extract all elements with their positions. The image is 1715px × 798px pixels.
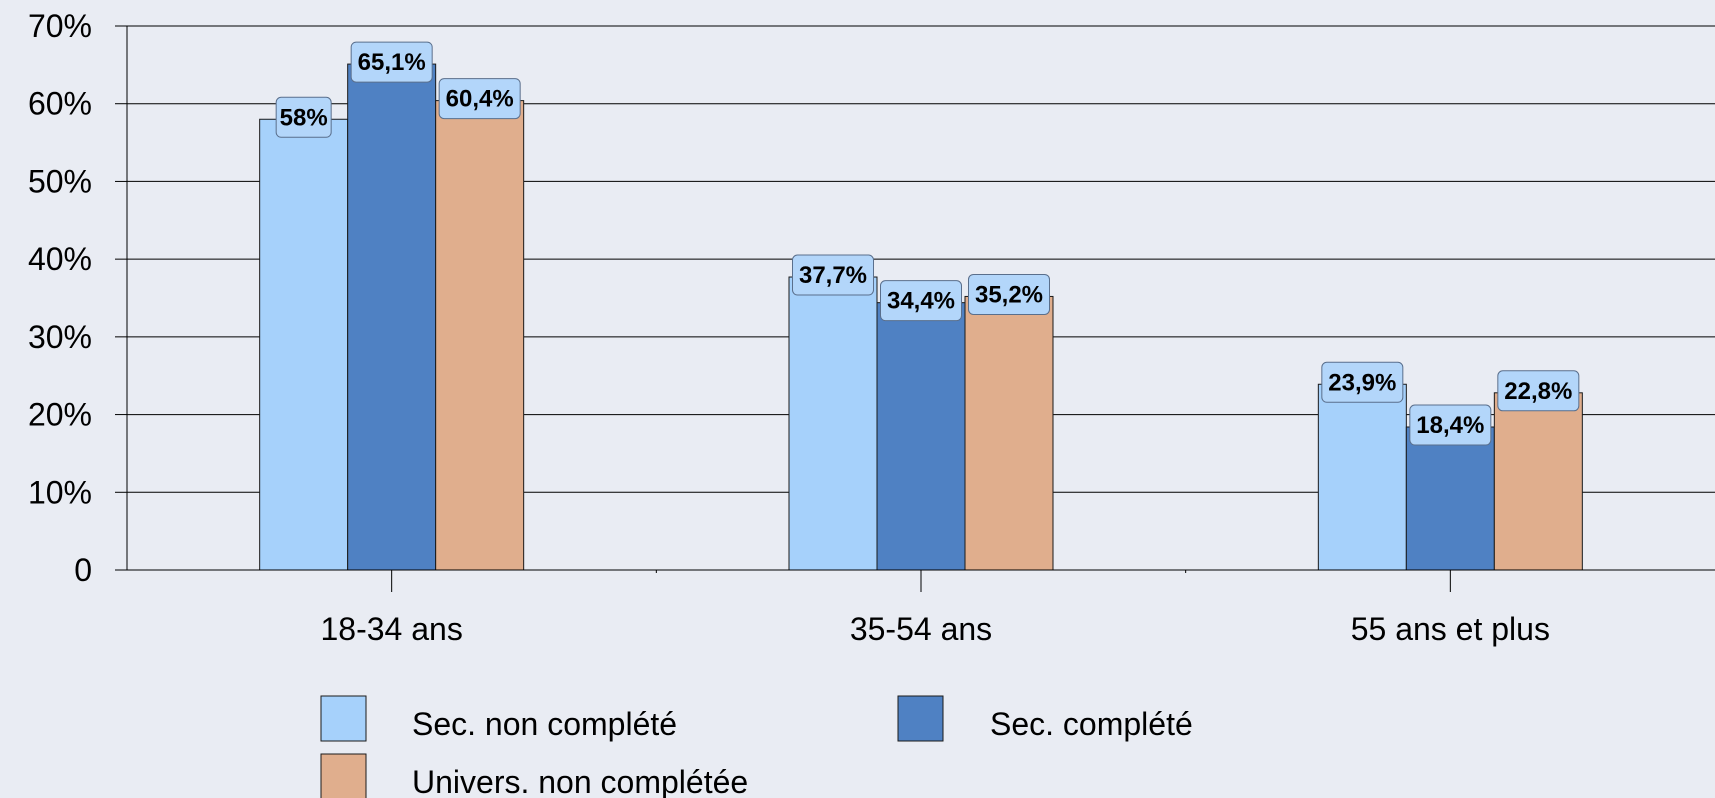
y-tick-label: 70% bbox=[28, 8, 92, 44]
y-tick-label: 40% bbox=[28, 241, 92, 277]
data-label: 37,7% bbox=[799, 262, 867, 289]
data-label: 22,8% bbox=[1504, 378, 1572, 405]
y-tick-label: 20% bbox=[28, 397, 92, 433]
data-label-box bbox=[275, 96, 332, 138]
x-category-label: 55 ans et plus bbox=[1351, 611, 1550, 647]
data-label-box bbox=[792, 254, 874, 296]
legend-label: Univers. non complétée bbox=[412, 764, 748, 798]
legend-label: Sec. complété bbox=[990, 706, 1193, 742]
legend-swatch bbox=[320, 695, 367, 742]
data-label-box bbox=[968, 273, 1050, 315]
data-label-box bbox=[880, 280, 962, 322]
y-tick-label: 10% bbox=[28, 474, 92, 510]
bar bbox=[435, 100, 525, 571]
data-label-box bbox=[438, 78, 521, 120]
data-label-box bbox=[1497, 370, 1580, 412]
data-label: 60,4% bbox=[446, 86, 514, 113]
x-category-label: 18-34 ans bbox=[321, 611, 463, 647]
bar bbox=[1493, 392, 1583, 571]
y-tick-label: 30% bbox=[28, 319, 92, 355]
bar bbox=[1405, 426, 1495, 571]
data-label: 65,1% bbox=[358, 49, 426, 76]
data-label: 35,2% bbox=[975, 281, 1043, 308]
data-label-box bbox=[1409, 404, 1492, 446]
data-label: 58% bbox=[280, 104, 328, 131]
y-tick-label: 50% bbox=[28, 163, 92, 199]
y-tick-label: 60% bbox=[28, 86, 92, 122]
bar bbox=[876, 302, 966, 571]
bar bbox=[347, 63, 437, 571]
legend-swatch bbox=[897, 695, 944, 742]
data-label: 23,9% bbox=[1328, 369, 1396, 396]
data-label: 18,4% bbox=[1416, 412, 1484, 439]
legend-label: Sec. non complété bbox=[412, 706, 677, 742]
y-tick-label: 0 bbox=[74, 552, 92, 588]
legend-swatch bbox=[320, 753, 367, 798]
bar bbox=[259, 118, 349, 571]
x-category-label: 35-54 ans bbox=[850, 611, 992, 647]
bar bbox=[788, 276, 878, 571]
data-label-box bbox=[1321, 361, 1404, 403]
bar bbox=[1317, 383, 1407, 571]
data-label: 34,4% bbox=[887, 288, 955, 315]
bar bbox=[964, 295, 1054, 571]
data-label-box bbox=[350, 41, 433, 83]
